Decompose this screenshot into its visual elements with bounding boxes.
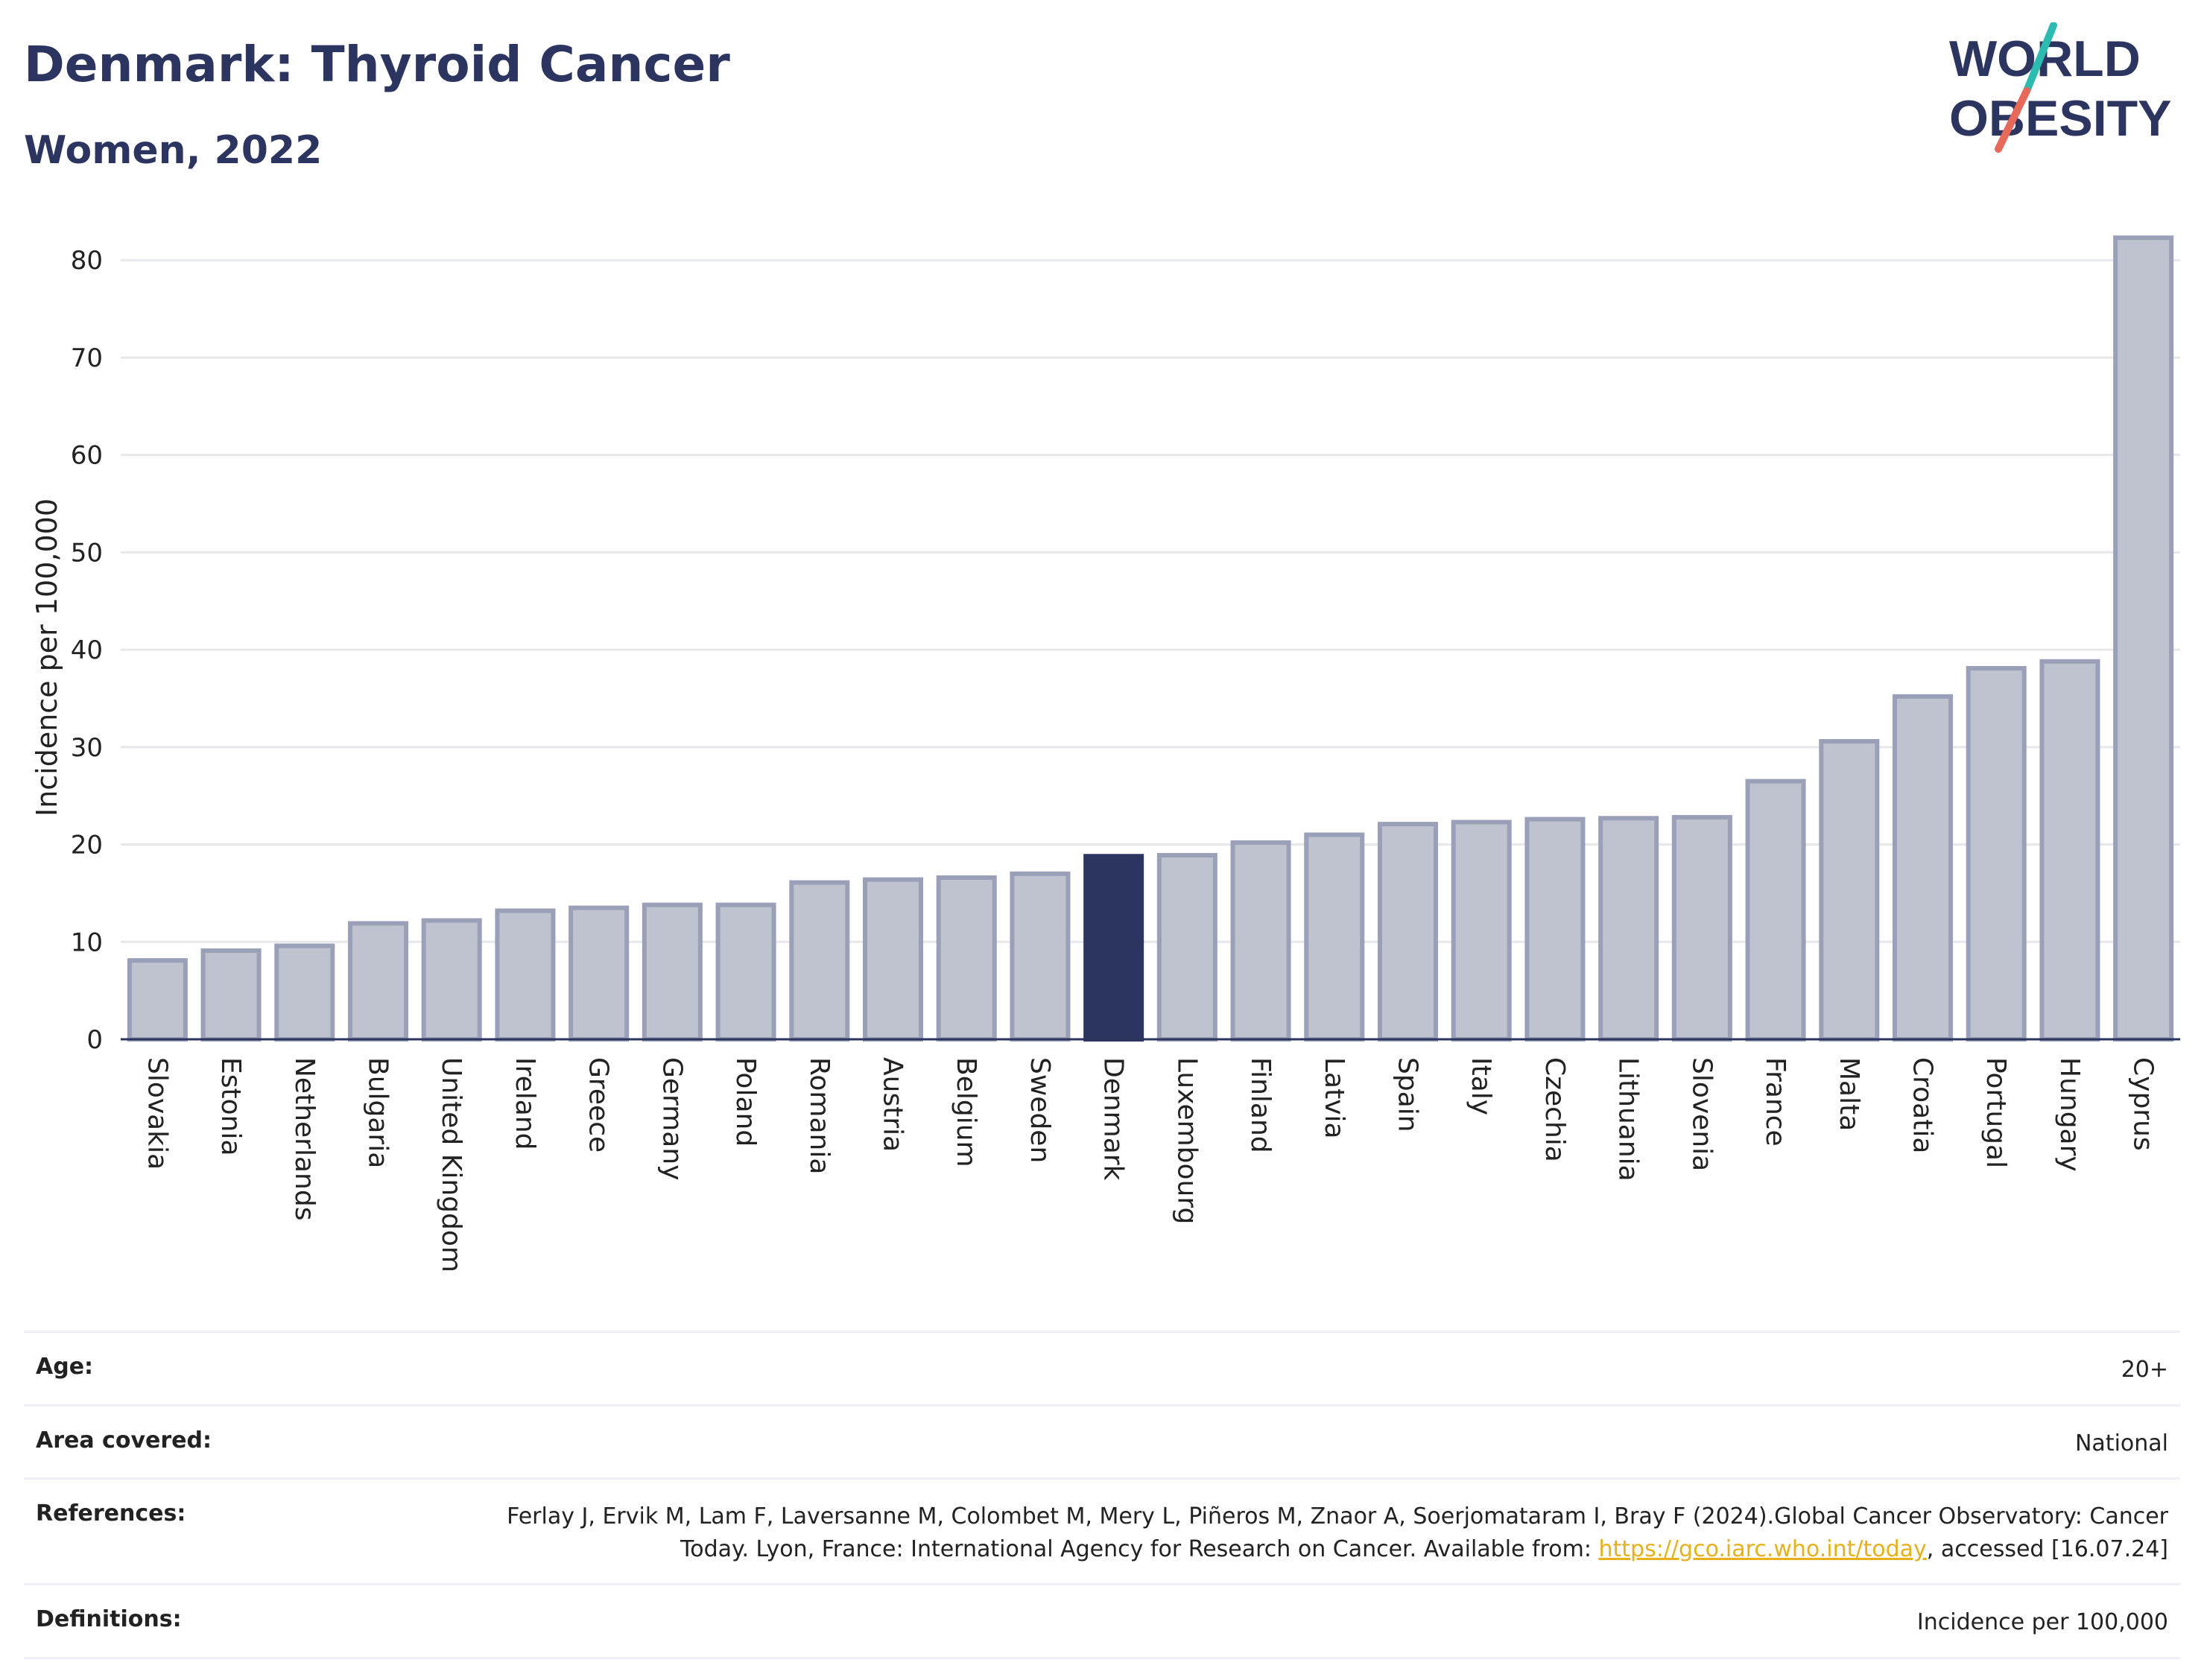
bar-greece xyxy=(569,905,630,1042)
bar-hungary xyxy=(2039,659,2100,1042)
references-tail: , accessed [16.07.24] xyxy=(1926,1535,2168,1562)
x-tick-label: Romania xyxy=(804,1057,835,1174)
page-title: Denmark: Thyroid Cancer xyxy=(24,36,730,93)
bar-luxembourg xyxy=(1156,852,1217,1042)
x-tick-label: Lithuania xyxy=(1613,1057,1644,1182)
bar-malta xyxy=(1819,738,1880,1042)
bar-slovenia xyxy=(1671,814,1732,1042)
area-covered-value: National xyxy=(2074,1430,2168,1456)
x-tick-label: Finland xyxy=(1245,1057,1276,1153)
x-tick-label: Belgium xyxy=(951,1057,981,1167)
x-tick-label: Hungary xyxy=(2054,1057,2085,1172)
x-tick-label: Slovakia xyxy=(142,1057,172,1170)
x-tick-label: Estonia xyxy=(215,1057,246,1156)
x-tick-label: Italy xyxy=(1466,1057,1496,1115)
references-text: Ferlay J, Ervik M, Lam F, Laversanne M, … xyxy=(507,1503,2168,1562)
references-value: Ferlay J, Ervik M, Lam F, Laversanne M, … xyxy=(455,1500,2168,1565)
x-tick-label: Poland xyxy=(730,1057,761,1147)
x-tick-label: Luxembourg xyxy=(1171,1057,1202,1224)
bar-netherlands xyxy=(274,943,335,1042)
bar-czechia xyxy=(1524,817,1586,1042)
y-axis-label: Incidence per 100,000 xyxy=(31,498,63,817)
bar-finland xyxy=(1230,840,1291,1042)
bar-belgium xyxy=(936,875,997,1042)
bar-austria xyxy=(862,877,924,1042)
bar-italy xyxy=(1451,820,1512,1042)
x-tick-label: Slovenia xyxy=(1686,1057,1717,1171)
x-tick-label: Czechia xyxy=(1539,1057,1570,1162)
meta-row-age: Age: 20+ xyxy=(24,1331,2180,1404)
x-tick-label: United Kingdom xyxy=(436,1057,466,1272)
y-tick-label: 10 xyxy=(71,928,103,957)
y-tick-label: 50 xyxy=(71,538,103,568)
age-label: Age: xyxy=(36,1354,94,1380)
bar-poland xyxy=(715,902,776,1042)
x-tick-label: Cyprus xyxy=(2128,1057,2159,1151)
bar-chart: 0 10 20 30 40 50 60 70 80 Incidence per 100,000 Sl… xyxy=(31,235,2180,1272)
page-subtitle: Women, 2022 xyxy=(24,128,323,173)
bar-bulgaria xyxy=(347,921,409,1042)
bar-spain xyxy=(1377,822,1439,1042)
y-tick-label: 0 xyxy=(86,1025,103,1055)
y-tick-label: 20 xyxy=(71,831,103,860)
x-tick-label: Latvia xyxy=(1319,1057,1349,1139)
meta-row-definitions: Definitions: Incidence per 100,000 xyxy=(24,1583,2180,1659)
x-tick-label: Denmark xyxy=(1098,1057,1129,1181)
bar-croatia xyxy=(1892,694,1954,1042)
y-tick-label: 60 xyxy=(71,441,103,471)
x-tick-label: Germany xyxy=(656,1057,687,1180)
definitions-label: Definitions: xyxy=(36,1606,182,1632)
bar-romania xyxy=(789,880,850,1042)
x-tick-label: Ireland xyxy=(510,1057,540,1150)
x-tick-label: Netherlands xyxy=(289,1057,320,1220)
bar-germany xyxy=(642,902,703,1042)
bar-ireland xyxy=(495,908,556,1042)
bar-estonia xyxy=(200,948,262,1042)
world-obesity-logo: WORLD OBESITY xyxy=(1949,22,2172,153)
bar-slovakia xyxy=(127,958,188,1042)
y-tick-label: 70 xyxy=(71,343,103,373)
bar-france xyxy=(1745,779,1806,1042)
x-tick-label: Spain xyxy=(1393,1057,1423,1132)
references-label: References: xyxy=(36,1500,186,1527)
definitions-value: Incidence per 100,000 xyxy=(1916,1609,2168,1635)
bar-denmark xyxy=(1083,854,1144,1042)
y-tick-label: 30 xyxy=(71,733,103,763)
meta-row-area: Area covered: National xyxy=(24,1404,2180,1478)
x-tick-label: Greece xyxy=(583,1057,614,1153)
x-tick-label: Malta xyxy=(1834,1057,1864,1131)
bar-portugal xyxy=(1966,665,2027,1042)
y-tick-label: 40 xyxy=(71,635,103,665)
x-tick-label: Sweden xyxy=(1025,1057,1055,1163)
meta-row-references: References: Ferlay J, Ervik M, Lam F, La… xyxy=(24,1477,2180,1583)
logo-slash-teal xyxy=(2023,22,2057,95)
x-tick-label: Portugal xyxy=(1980,1057,2011,1168)
area-covered-label: Area covered: xyxy=(36,1427,212,1454)
metadata-table: Age: 20+ Area covered: National Referenc… xyxy=(24,1331,2180,1659)
references-link[interactable]: https://gco.iarc.who.int/today xyxy=(1598,1535,1927,1562)
age-value: 20+ xyxy=(2121,1357,2168,1383)
x-tick-label: France xyxy=(1760,1057,1790,1147)
x-tick-label: Bulgaria xyxy=(363,1057,393,1168)
logo-line-2: OBESITY xyxy=(1949,90,2172,147)
bar-cyprus xyxy=(2113,235,2174,1042)
bar-latvia xyxy=(1304,832,1365,1042)
bar-lithuania xyxy=(1598,816,1659,1042)
bar-united-kingdom xyxy=(421,918,482,1042)
bar-sweden xyxy=(1010,871,1071,1042)
x-tick-label: Croatia xyxy=(1907,1057,1938,1153)
logo-slash-red xyxy=(1995,87,2030,153)
y-tick-label: 80 xyxy=(71,246,103,276)
x-tick-label: Austria xyxy=(878,1057,908,1152)
